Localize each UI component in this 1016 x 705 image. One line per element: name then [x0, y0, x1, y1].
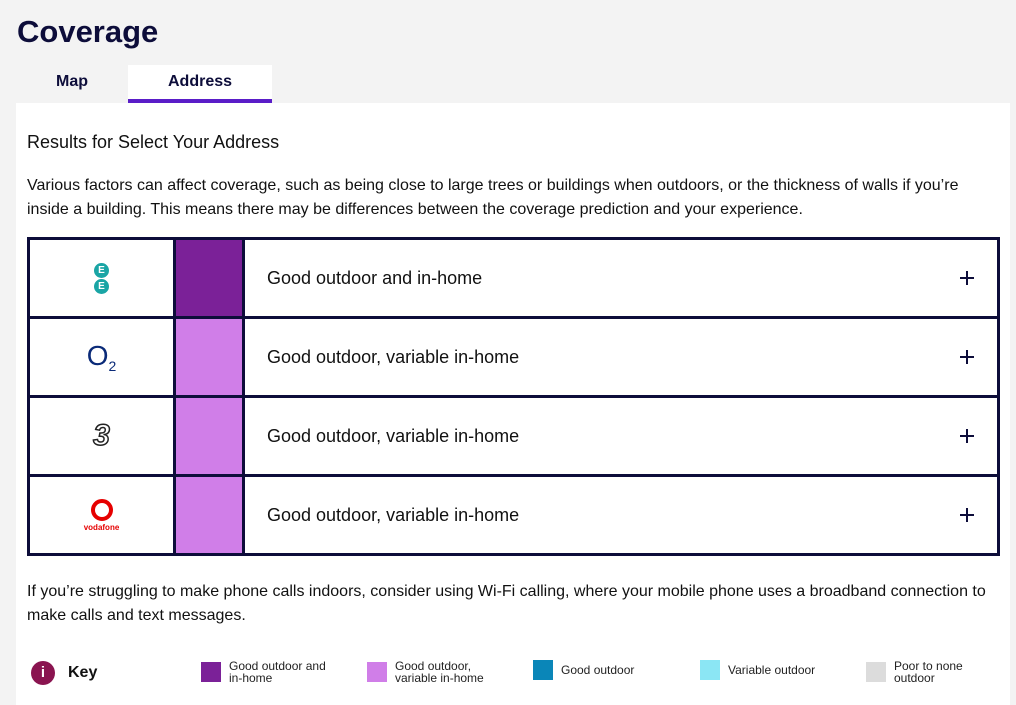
tab[interactable]: Map: [56, 73, 88, 90]
expand-button[interactable]: [937, 477, 997, 553]
key-item: Good outdoor and in-home: [201, 660, 331, 684]
key-item: Variable outdoor: [700, 660, 830, 680]
expand-button[interactable]: [937, 319, 997, 395]
plus-stroke: [960, 350, 974, 364]
vodafone-mark: [90, 498, 113, 521]
plus-icon: [960, 271, 974, 285]
ee-letter: E: [94, 278, 109, 294]
plus-icon: [960, 508, 974, 522]
key-label: Good outdoor, variable in-home: [395, 659, 484, 685]
operator-row[interactable]: O2 Good outdoor, variable in-home: [30, 316, 997, 395]
expand-button[interactable]: [937, 398, 997, 474]
results-card: Results for Select Your Address Various …: [16, 103, 1010, 705]
vodafone-text: vodafone: [83, 522, 120, 532]
operator-row[interactable]: 3 Good outdoor, variable in-home: [30, 395, 997, 474]
ee-letter: E: [94, 262, 109, 278]
coverage-swatch: [176, 319, 245, 395]
key-label: Variable outdoor: [728, 663, 816, 677]
key-header: i Key: [31, 660, 97, 686]
tab[interactable]: Address: [128, 65, 272, 103]
plus-icon: [960, 350, 974, 364]
coverage-status: Good outdoor, variable in-home: [267, 425, 520, 446]
operator-logo: vodafone: [30, 477, 176, 553]
expand-button[interactable]: [937, 240, 997, 316]
plus-stroke: [960, 508, 974, 522]
footer-text: If you’re struggling to make phone calls…: [27, 583, 986, 624]
operator-row[interactable]: E E Good outdoor and in-home: [30, 240, 997, 316]
plus-stroke: [960, 271, 974, 285]
o2-logo: O2: [87, 340, 117, 374]
plus-icon: [960, 429, 974, 443]
key-item: Good outdoor, variable in-home: [367, 660, 497, 684]
key-label: Good outdoor: [561, 663, 635, 677]
vodafone-logo: vodafone: [83, 498, 120, 532]
info-icon[interactable]: i: [31, 661, 55, 685]
intro-text: Various factors can affect coverage, suc…: [27, 177, 959, 218]
key-swatch: [700, 660, 720, 680]
key-swatch: [866, 662, 886, 682]
plus-stroke: [960, 429, 974, 443]
key-label: Poor to none outdoor: [894, 659, 963, 685]
operator-logo: O2: [30, 319, 176, 395]
results-heading: Results for Select Your Address: [27, 132, 280, 152]
coverage-swatch: [176, 240, 245, 316]
key-label: Good outdoor and in-home: [229, 659, 326, 685]
coverage-table: E E Good outdoor and in-home O2 Good outdoor…: [27, 237, 1000, 556]
tab-bar: Map Address: [16, 65, 272, 103]
key-swatch: [367, 662, 387, 682]
coverage-status: Good outdoor, variable in-home: [267, 504, 520, 525]
o2-letter: O: [86, 340, 109, 371]
coverage-swatch: [176, 477, 245, 553]
coverage-status: Good outdoor and in-home: [267, 267, 483, 288]
operator-row[interactable]: vodafone Good outdoor, variable in-home: [30, 474, 997, 553]
operator-logo: 3: [30, 398, 176, 474]
three-logo: 3: [92, 418, 110, 453]
key-swatch: [201, 662, 221, 682]
page-title: Coverage: [17, 14, 159, 49]
coverage-swatch: [176, 398, 245, 474]
coverage-status: Good outdoor, variable in-home: [267, 346, 520, 367]
o2-digit: 2: [108, 358, 117, 374]
key-item: Poor to none outdoor: [866, 660, 996, 684]
key-title: Key: [68, 664, 98, 681]
key-item: Good outdoor: [533, 660, 663, 680]
key-swatch: [533, 660, 553, 680]
